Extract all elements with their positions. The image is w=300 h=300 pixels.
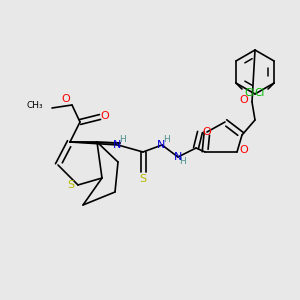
Text: N: N: [174, 152, 182, 162]
Text: O: O: [202, 127, 211, 137]
Text: Cl: Cl: [245, 88, 255, 98]
Text: O: O: [240, 95, 248, 105]
Text: N: N: [157, 140, 165, 150]
Text: S: S: [68, 180, 75, 190]
Text: O: O: [61, 94, 70, 104]
Text: CH₃: CH₃: [26, 100, 43, 109]
Text: O: O: [240, 145, 248, 155]
Text: Cl: Cl: [255, 88, 265, 98]
Text: O: O: [100, 111, 109, 121]
Text: H: H: [178, 158, 185, 166]
Text: H: H: [118, 134, 125, 143]
Text: H: H: [163, 134, 170, 143]
Text: N: N: [113, 140, 121, 150]
Text: S: S: [140, 174, 147, 184]
